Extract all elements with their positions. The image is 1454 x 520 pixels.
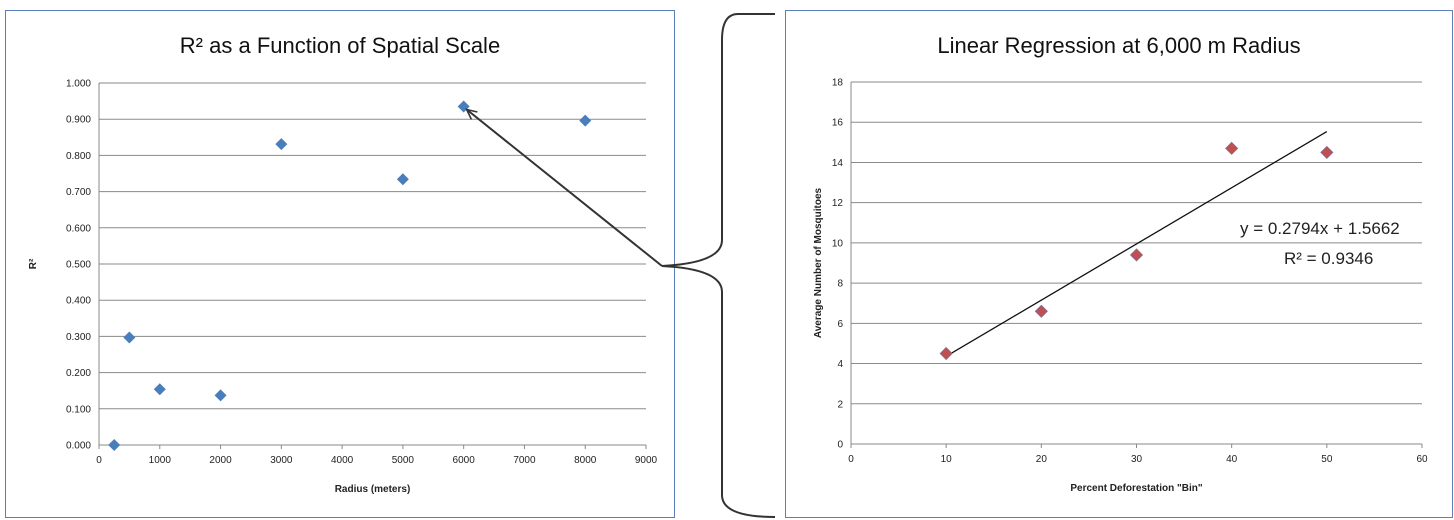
x-tick-label: 6000 xyxy=(453,455,476,466)
data-point xyxy=(939,346,953,361)
regression-chart-panel: Linear Regression at 6,000 m Radius 0 2 4 6… xyxy=(785,10,1453,518)
data-point xyxy=(396,173,409,186)
r2-chart-plot: 0.000 0.100 0.200 0.300 0.400 0.500 0.600 0.700… xyxy=(28,79,658,496)
x-tick-label: 4000 xyxy=(331,455,354,466)
y-tick-label: 2 xyxy=(837,399,843,410)
x-tick-label: 30 xyxy=(1131,454,1143,465)
x-axis-label: Percent Deforestation "Bin" xyxy=(1070,483,1203,494)
y-tick-label: 16 xyxy=(832,118,844,129)
r2-chart-title: R² as a Function of Spatial Scale xyxy=(179,33,501,58)
data-point xyxy=(1129,248,1144,262)
y-tick-label: 0.200 xyxy=(66,368,91,379)
x-tick-label: 10 xyxy=(941,454,953,465)
regression-r2: R² = 0.9346 xyxy=(1284,249,1373,268)
y-tick-label: 0.900 xyxy=(66,115,91,126)
y-tick-label: 10 xyxy=(832,238,844,249)
data-point xyxy=(457,100,470,113)
y-tick-label: 6 xyxy=(837,319,843,330)
x-tick-label: 1000 xyxy=(149,455,172,466)
y-tick-label: 0.000 xyxy=(66,441,91,452)
y-tick-label: 8 xyxy=(837,279,843,290)
data-point xyxy=(1320,145,1334,159)
y-tick-label: 0.400 xyxy=(66,296,91,307)
x-tick-label: 3000 xyxy=(270,455,293,466)
x-tick-label: 0 xyxy=(848,454,854,465)
y-axis-label: Average Number of Mosquitoes xyxy=(813,187,824,338)
trendline xyxy=(945,130,1328,357)
y-tick-label: 12 xyxy=(832,198,844,209)
y-tick-label: 4 xyxy=(837,359,843,370)
y-tick-label: 0.800 xyxy=(66,151,91,162)
y-tick-label: 0.600 xyxy=(66,223,91,234)
data-point xyxy=(1034,304,1048,318)
y-tick-label: 1.000 xyxy=(66,79,91,90)
y-tick-label: 18 xyxy=(832,78,844,89)
x-tick-label: 9000 xyxy=(635,455,658,466)
y-tick-label: 0 xyxy=(837,440,843,451)
y-tick-label: 0.500 xyxy=(66,260,91,271)
data-point xyxy=(108,439,121,451)
r2-chart-panel: R² as a Function of Spatial Scale 0.000 0… xyxy=(5,10,675,518)
data-point xyxy=(123,331,136,344)
x-tick-label: 5000 xyxy=(392,455,415,466)
curly-brace xyxy=(661,13,776,518)
x-tick-label: 60 xyxy=(1416,454,1428,465)
y-tick-label: 0.100 xyxy=(66,404,91,415)
x-tick-label: 50 xyxy=(1321,454,1333,465)
x-tick-label: 7000 xyxy=(513,455,536,466)
x-tick-label: 0 xyxy=(96,455,102,466)
y-tick-label: 0.300 xyxy=(66,332,91,343)
regression-chart-title: Linear Regression at 6,000 m Radius xyxy=(937,33,1301,58)
y-tick-label: 0.700 xyxy=(66,187,91,198)
data-point xyxy=(214,389,227,402)
y-tick-label: 14 xyxy=(832,158,844,169)
data-point xyxy=(1225,141,1239,155)
data-point xyxy=(153,383,166,396)
x-tick-label: 2000 xyxy=(209,455,232,466)
regression-equation: y = 0.2794x + 1.5662 xyxy=(1240,219,1400,238)
x-axis-label: Radius (meters) xyxy=(335,484,411,495)
x-tick-label: 8000 xyxy=(574,455,597,466)
x-tick-label: 20 xyxy=(1036,454,1048,465)
x-tick-label: 40 xyxy=(1226,454,1238,465)
data-point xyxy=(579,114,592,127)
regression-chart-plot: 0 2 4 6 8 10 12 14 16 18 0 10 20 30 40 50 60 Percent Defo… xyxy=(813,78,1428,495)
y-axis-label: R² xyxy=(28,258,39,269)
data-point xyxy=(275,138,288,151)
